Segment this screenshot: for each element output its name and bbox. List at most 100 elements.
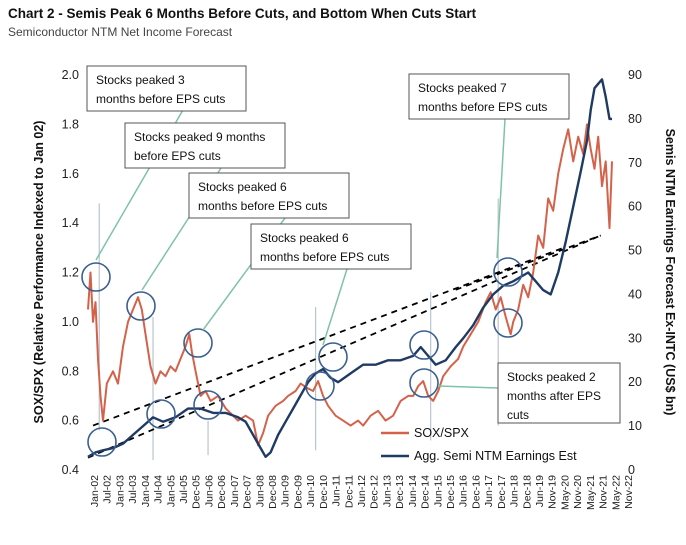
x-tick-label: Jun-07 bbox=[229, 475, 241, 507]
callout-text: months before EPS cuts bbox=[96, 92, 225, 106]
callout-box bbox=[188, 172, 350, 219]
x-tick-label: Jul-03 bbox=[127, 475, 139, 504]
right-tick-label: 60 bbox=[628, 200, 642, 214]
left-axis-label: SOX/SPX (Relative Performance Indexed to… bbox=[32, 121, 46, 424]
callout-text: Stocks peaked 9 months bbox=[134, 130, 265, 144]
callout-pointer bbox=[437, 385, 499, 389]
x-tick-label: Nov-21 bbox=[598, 475, 610, 509]
x-tick-label: May-22 bbox=[610, 475, 622, 510]
left-tick-label: 1.8 bbox=[62, 117, 79, 131]
x-tick-label: Nov-20 bbox=[572, 475, 584, 509]
legend-label-sox: SOX/SPX bbox=[414, 426, 470, 440]
annotation-callouts: Stocks peaked 3 months before EPS cuts Sto… bbox=[86, 65, 621, 424]
callout-pointer bbox=[496, 118, 506, 259]
right-axis-ticks: 0 10 20 30 40 50 60 70 80 90 bbox=[628, 68, 642, 477]
x-tick-label: Jun-15 bbox=[432, 475, 444, 507]
x-tick-label: May-20 bbox=[559, 475, 571, 510]
x-tick-label: Jun-17 bbox=[483, 475, 495, 507]
x-tick-label: Jan-05 bbox=[165, 475, 177, 507]
x-tick-label: Jun-10 bbox=[305, 475, 317, 507]
x-tick-label: Jun-09 bbox=[280, 475, 292, 507]
callout-text: before EPS cuts bbox=[134, 149, 221, 163]
callout-text: Stocks peaked 7 bbox=[418, 81, 507, 95]
right-tick-label: 0 bbox=[628, 463, 635, 477]
peak-circles bbox=[81, 257, 523, 457]
callout-box bbox=[408, 73, 570, 120]
left-axis-ticks: 0.4 0.6 0.8 1.0 1.2 1.4 1.6 1.8 2.0 bbox=[62, 68, 79, 477]
x-tick-label: Jun-11 bbox=[331, 475, 343, 506]
peak-circle bbox=[409, 330, 439, 360]
right-tick-label: 30 bbox=[628, 331, 642, 345]
x-tick-label: Jul-02 bbox=[102, 475, 114, 504]
x-tick-label: Jun-12 bbox=[356, 475, 368, 507]
chart-subtitle: Semiconductor NTM Net Income Forecast bbox=[8, 25, 233, 39]
chart-title: Chart 2 - Semis Peak 6 Months Before Cut… bbox=[8, 6, 477, 21]
callout-text: Stocks peaked 2 bbox=[507, 370, 596, 384]
x-tick-label: Jan-04 bbox=[140, 475, 152, 507]
callout-box bbox=[497, 362, 621, 424]
x-tick-label: Dec-05 bbox=[191, 475, 203, 509]
callout-box bbox=[124, 122, 286, 169]
x-axis-ticks: Jan-02 Jul-02 Jan-03 Jul-03 Jan-04 Jul-04 Jan-… bbox=[89, 475, 635, 510]
callout-box bbox=[86, 65, 247, 112]
peak-circle bbox=[318, 342, 348, 372]
x-tick-label: Jan-02 bbox=[89, 475, 101, 507]
left-tick-label: 0.4 bbox=[62, 463, 79, 477]
x-tick-label: Jun-08 bbox=[254, 475, 266, 507]
callout-text: months before EPS cuts bbox=[260, 250, 389, 264]
left-tick-label: 1.4 bbox=[62, 216, 79, 230]
x-tick-label: Dec-08 bbox=[267, 475, 279, 509]
peak-circle bbox=[193, 390, 223, 420]
x-tick-label: Dec-12 bbox=[369, 475, 381, 509]
x-tick-label: Dec-15 bbox=[445, 475, 457, 509]
trend-line-upper bbox=[455, 234, 602, 291]
callout-text: Stocks peaked 6 bbox=[198, 180, 287, 194]
peak-circle bbox=[81, 262, 111, 292]
callout-text: cuts bbox=[507, 408, 529, 422]
x-tick-label: Jun-19 bbox=[534, 475, 546, 507]
right-axis-label: Semis NTM Earnings Forecast Ex-INTC (US$… bbox=[663, 129, 677, 416]
peak-circle bbox=[126, 291, 156, 321]
peak-circle bbox=[493, 308, 523, 338]
peak-circle bbox=[183, 328, 213, 358]
peak-circle bbox=[305, 371, 335, 401]
x-tick-label: Jun-06 bbox=[203, 475, 215, 507]
callout-pointer bbox=[322, 268, 348, 346]
callout-text: Stocks peaked 3 bbox=[96, 73, 185, 87]
callout-text: Stocks peaked 6 bbox=[260, 231, 349, 245]
trend-line-middle bbox=[92, 246, 564, 427]
x-tick-label: Nov-22 bbox=[623, 475, 635, 509]
x-tick-label: Dec-10 bbox=[318, 475, 330, 509]
series-line-sox-spx bbox=[87, 123, 613, 447]
left-tick-label: 0.8 bbox=[62, 364, 79, 378]
right-tick-label: 40 bbox=[628, 287, 642, 301]
x-tick-label: Jun-16 bbox=[458, 475, 470, 507]
series-line-earnings bbox=[87, 78, 612, 458]
callout-text: months before EPS cuts bbox=[198, 199, 327, 213]
right-tick-label: 20 bbox=[628, 375, 642, 389]
peak-circle bbox=[493, 257, 523, 287]
right-tick-label: 90 bbox=[628, 68, 642, 82]
callout-text: months after EPS bbox=[507, 389, 601, 403]
right-tick-label: 80 bbox=[628, 112, 642, 126]
peak-circle bbox=[87, 427, 117, 457]
x-tick-label: Dec-07 bbox=[242, 475, 254, 509]
x-tick-label: Dec-14 bbox=[420, 475, 432, 509]
series-lines bbox=[87, 78, 613, 458]
x-tick-label: Jun-13 bbox=[381, 475, 393, 507]
right-tick-label: 50 bbox=[628, 244, 642, 258]
x-tick-label: Dec-18 bbox=[521, 475, 533, 509]
peak-circle bbox=[409, 368, 439, 398]
x-tick-label: Dec-13 bbox=[394, 475, 406, 509]
x-tick-label: May-21 bbox=[585, 475, 597, 510]
legend-label-earnings: Agg. Semi NTM Earnings Est bbox=[414, 449, 577, 463]
left-tick-label: 2.0 bbox=[62, 68, 79, 82]
x-tick-label: Dec-11 bbox=[343, 475, 355, 508]
left-tick-label: 1.2 bbox=[62, 266, 79, 280]
x-tick-label: Nov-19 bbox=[547, 475, 559, 509]
legend: SOX/SPX Agg. Semi NTM Earnings Est bbox=[381, 426, 577, 463]
right-tick-label: 10 bbox=[628, 419, 642, 433]
x-tick-label: Jun-14 bbox=[407, 475, 419, 507]
left-tick-label: 0.6 bbox=[62, 414, 79, 428]
